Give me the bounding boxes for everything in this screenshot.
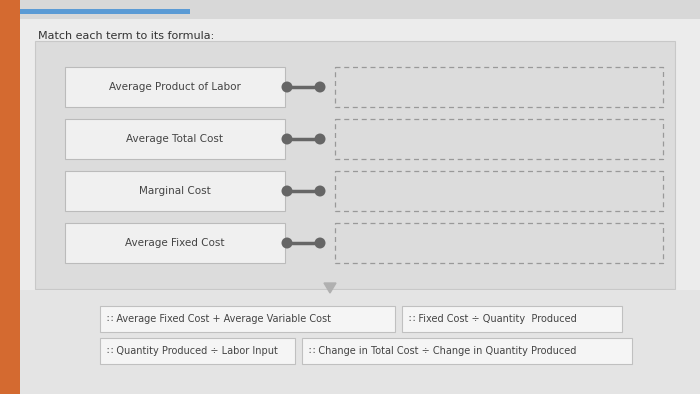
Bar <box>20 290 700 394</box>
Text: Marginal Cost: Marginal Cost <box>139 186 211 196</box>
Circle shape <box>281 186 293 197</box>
Text: Average Total Cost: Average Total Cost <box>127 134 223 144</box>
Bar <box>65 223 285 263</box>
Bar <box>65 171 285 211</box>
Circle shape <box>314 238 326 249</box>
Text: Average Product of Labor: Average Product of Labor <box>109 82 241 92</box>
Polygon shape <box>324 283 336 293</box>
Bar <box>402 306 622 332</box>
Circle shape <box>281 134 293 145</box>
Text: ∷ Average Fixed Cost + Average Variable Cost: ∷ Average Fixed Cost + Average Variable … <box>107 314 331 324</box>
Bar <box>20 0 700 19</box>
Text: Average Fixed Cost: Average Fixed Cost <box>125 238 225 248</box>
Text: ∷ Quantity Produced ÷ Labor Input: ∷ Quantity Produced ÷ Labor Input <box>107 346 278 356</box>
Circle shape <box>281 82 293 93</box>
Text: Match each term to its formula:: Match each term to its formula: <box>38 31 214 41</box>
Bar <box>100 306 395 332</box>
Text: ∷ Change in Total Cost ÷ Change in Quantity Produced: ∷ Change in Total Cost ÷ Change in Quant… <box>309 346 576 356</box>
Circle shape <box>314 134 326 145</box>
Bar <box>302 338 632 364</box>
Circle shape <box>281 238 293 249</box>
Bar <box>0 0 20 394</box>
Bar <box>35 41 675 289</box>
Bar <box>65 67 285 107</box>
Bar <box>65 119 285 159</box>
Circle shape <box>314 186 326 197</box>
Circle shape <box>314 82 326 93</box>
Bar <box>100 338 295 364</box>
Bar <box>20 9 190 14</box>
Text: ∷ Fixed Cost ÷ Quantity  Produced: ∷ Fixed Cost ÷ Quantity Produced <box>409 314 577 324</box>
